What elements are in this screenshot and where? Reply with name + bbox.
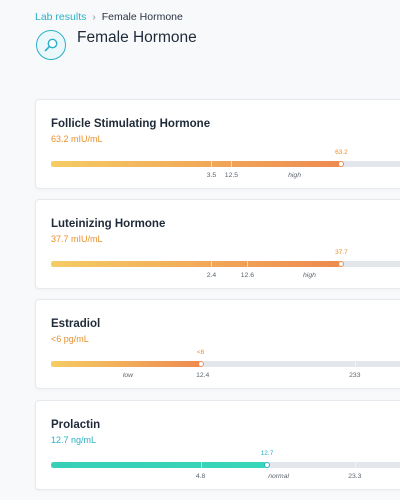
result-value: 63.2 mIU/mL	[51, 134, 103, 144]
result-marker-label: 12.7	[260, 450, 274, 457]
range-bar-fill	[51, 361, 201, 367]
range-bar-fill	[51, 462, 267, 468]
range-bar: <6 low 12.4 233	[51, 349, 400, 379]
range-tick	[354, 361, 356, 367]
range-status-label: high	[288, 172, 301, 179]
result-value: 12.7 ng/mL	[51, 435, 97, 445]
breadcrumb-current: Female Hormone	[101, 11, 183, 23]
result-marker-label: 37.7	[335, 249, 348, 256]
result-marker-label: 63.2	[335, 149, 348, 156]
result-name: Prolactin	[51, 419, 101, 431]
magnifier-icon	[36, 30, 66, 60]
breadcrumb-lab-results-link[interactable]: Lab results	[35, 11, 87, 23]
result-card-estradiol[interactable]: Estradiol <6 pg/mL <6 low 12.4 233	[35, 299, 400, 389]
range-tick	[231, 161, 233, 167]
range-bar-fill	[51, 161, 342, 167]
range-threshold-label: 3.5	[206, 172, 217, 179]
range-tick	[200, 462, 202, 468]
result-name: Luteinizing Hormone	[51, 218, 166, 230]
range-status-label: high	[303, 272, 316, 279]
result-marker-dot	[338, 161, 345, 167]
result-card-prolactin[interactable]: Prolactin 12.7 ng/mL 12.7 4.8 normal 23.3	[35, 400, 400, 490]
range-threshold-label: 12.5	[224, 172, 239, 179]
range-threshold-label: 4.8	[195, 473, 206, 480]
range-tick	[211, 161, 213, 167]
range-threshold-label: 12.6	[240, 272, 254, 279]
chevron-right-icon: ›	[92, 11, 96, 23]
result-value: <6 pg/mL	[51, 334, 89, 344]
result-card-follicle-stimulating-hormone[interactable]: Follicle Stimulating Hormone 63.2 mIU/mL 6…	[35, 99, 400, 189]
result-marker-dot	[338, 261, 345, 267]
result-marker-dot	[263, 462, 270, 468]
range-status-label: low	[122, 372, 134, 379]
range-tick	[247, 261, 249, 267]
range-threshold-label: 23.3	[348, 473, 362, 480]
breadcrumb: Lab results › Female Hormone	[35, 11, 183, 23]
range-threshold-label: 2.4	[206, 272, 217, 279]
range-bar: 37.7 2.4 12.6 high	[51, 249, 400, 279]
result-marker-dot	[197, 361, 204, 367]
result-value: 37.7 mIU/mL	[51, 234, 103, 244]
result-card-luteinizing-hormone[interactable]: Luteinizing Hormone 37.7 mIU/mL 37.7 2.4 12.…	[35, 199, 400, 289]
page-title: Female Hormone	[77, 29, 197, 46]
range-status-label: normal	[268, 473, 289, 480]
range-bar: 12.7 4.8 normal 23.3	[51, 450, 400, 480]
result-marker-label: <6	[196, 349, 205, 356]
range-tick	[211, 261, 213, 267]
range-bar-fill	[51, 261, 342, 267]
result-name: Estradiol	[51, 318, 101, 330]
range-threshold-label: 12.4	[196, 372, 210, 379]
range-threshold-label: 233	[349, 372, 361, 379]
range-bar: 63.2 3.5 12.5 high	[51, 149, 400, 179]
result-name: Follicle Stimulating Hormone	[51, 118, 211, 130]
range-tick	[354, 462, 356, 468]
